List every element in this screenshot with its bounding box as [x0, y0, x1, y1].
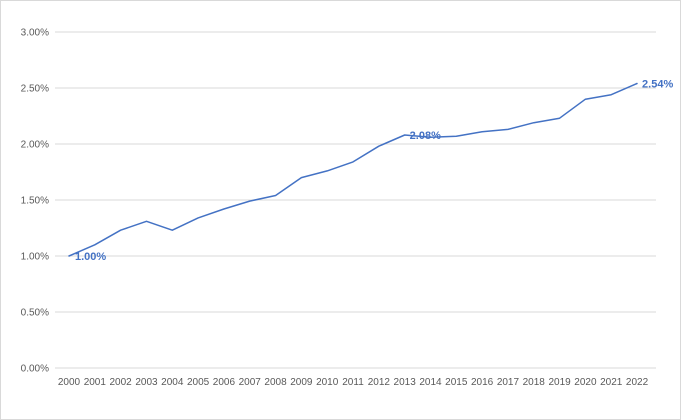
x-tick-label: 2022 — [626, 377, 649, 388]
data-point — [481, 130, 484, 133]
data-point — [455, 135, 458, 138]
y-tick-label: 0.00% — [21, 364, 49, 375]
data-point — [171, 229, 174, 232]
data-point — [248, 200, 251, 203]
data-label: 2.08% — [410, 130, 441, 142]
data-label: 1.00% — [75, 251, 106, 263]
x-tick-label: 2013 — [394, 377, 417, 388]
x-tick-label: 2008 — [264, 377, 287, 388]
x-tick-label: 2018 — [523, 377, 546, 388]
data-point — [610, 93, 613, 96]
x-tick-label: 2006 — [213, 377, 236, 388]
y-tick-label: 2.00% — [21, 140, 49, 151]
series-layer — [68, 82, 639, 258]
y-tick-label: 3.00% — [21, 28, 49, 39]
data-labels: 1.00% 2.08% 2.54% — [75, 79, 673, 263]
x-axis: 2000 2001 2002 2003 2004 2005 2006 2007 2008 2009… — [58, 377, 649, 388]
data-point — [403, 134, 406, 137]
data-point — [558, 117, 561, 120]
data-point — [532, 121, 535, 124]
gridlines — [55, 31, 656, 369]
x-tick-label: 2014 — [419, 377, 442, 388]
x-tick-label: 2011 — [342, 377, 364, 388]
x-tick-label: 2002 — [110, 377, 133, 388]
x-tick-label: 2017 — [497, 377, 520, 388]
y-tick-label: 1.00% — [21, 252, 49, 263]
y-tick-label: 1.50% — [21, 196, 49, 207]
data-point — [274, 194, 277, 197]
data-point — [93, 243, 96, 246]
x-tick-label: 2020 — [574, 377, 597, 388]
series-line — [68, 82, 638, 257]
data-point — [197, 216, 200, 219]
x-tick-label: 2012 — [368, 377, 391, 388]
x-tick-label: 2016 — [471, 377, 494, 388]
data-point — [222, 207, 225, 210]
y-tick-label: 2.50% — [21, 84, 49, 95]
x-tick-label: 2009 — [290, 377, 313, 388]
data-point — [584, 98, 587, 101]
data-point — [352, 160, 355, 163]
data-point — [636, 82, 639, 85]
data-point — [326, 169, 329, 172]
data-point — [68, 255, 71, 258]
x-tick-label: 2004 — [161, 377, 184, 388]
data-point — [119, 229, 122, 232]
data-point — [377, 145, 380, 148]
x-tick-label: 2010 — [316, 377, 339, 388]
x-tick-label: 2005 — [187, 377, 210, 388]
data-point — [145, 220, 148, 223]
data-point — [300, 176, 303, 179]
x-tick-label: 2007 — [239, 377, 262, 388]
x-tick-label: 2015 — [445, 377, 468, 388]
x-tick-label: 2021 — [600, 377, 623, 388]
x-tick-label: 2001 — [84, 377, 107, 388]
data-point — [506, 128, 509, 131]
x-tick-label: 2003 — [135, 377, 158, 388]
x-tick-label: 2000 — [58, 377, 81, 388]
y-axis: 0.00% 0.50% 1.00% 1.50% 2.00% 2.50% 3.00% — [21, 28, 49, 375]
x-tick-label: 2019 — [548, 377, 571, 388]
data-label: 2.54% — [642, 79, 673, 91]
y-tick-label: 0.50% — [21, 308, 49, 319]
